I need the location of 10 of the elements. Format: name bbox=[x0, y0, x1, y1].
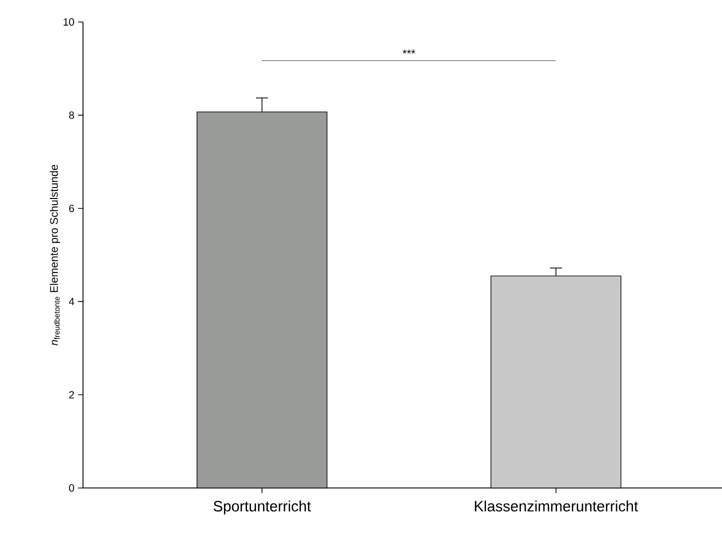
y-tick-label: 0 bbox=[69, 484, 74, 492]
y-tick-label: 4 bbox=[68, 298, 74, 306]
x-tick-label: Klassenzimmerunterricht bbox=[474, 500, 638, 512]
annotation: *** bbox=[402, 50, 416, 54]
y-tick-label: 6 bbox=[69, 204, 74, 212]
y-tick-label: 10 bbox=[64, 18, 74, 26]
y-tick-label: 2 bbox=[69, 391, 74, 398]
y-tick-label: 8 bbox=[69, 111, 74, 119]
y-axis-title: $\textit{n}_{\text{freudbetonte}}\text{ Elemente pro Schulstunde}$ bbox=[50, 164, 60, 346]
x-tick-label: Sportunterricht bbox=[214, 500, 311, 514]
